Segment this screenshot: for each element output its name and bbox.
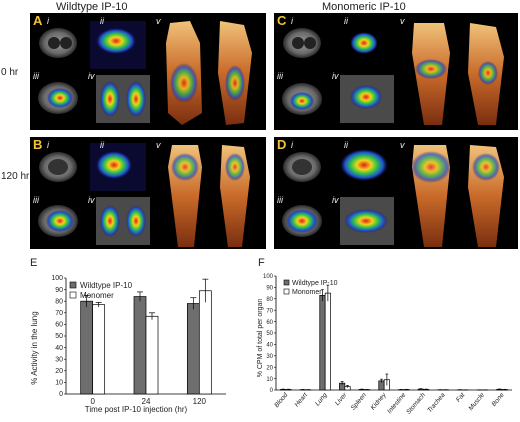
panel-letter-e: E <box>30 257 38 269</box>
chart-f-ytick-label: 60 <box>266 320 273 326</box>
chart-e-ytick-label: 80 <box>55 298 63 305</box>
chart-f-ytick-label: 0 <box>270 388 274 394</box>
chart-f-ytick-label: 50 <box>266 331 273 337</box>
chart-e-ytick-label: 20 <box>55 368 63 375</box>
chart-e-ytick-label: 50 <box>55 333 63 340</box>
panel-letter-d: D <box>277 137 287 152</box>
chart-e-legend: Wildtype IP-10 Monomer <box>69 281 133 300</box>
chart-f-ytick-label: 100 <box>263 274 274 280</box>
panel-c: C i ii iii iv v <box>274 13 518 130</box>
chart-f-category-label: Bone <box>491 391 506 407</box>
chart-e-bar-monomer <box>145 315 159 395</box>
chart-e-category-label: 0 <box>90 397 95 406</box>
chart-e-bar-wildtype <box>80 300 94 395</box>
chart-f-category-label: Kidney <box>370 391 389 411</box>
chart-e-ytick-label: 40 <box>55 345 63 352</box>
chart-f-ytick-label: 20 <box>266 365 273 371</box>
panel-letter-f: F <box>258 257 265 269</box>
sublabel-b-iv: iv <box>88 195 95 205</box>
chart-f-ytick-label: 30 <box>266 354 273 360</box>
sublabel-b-iii: iii <box>33 195 39 205</box>
chart-f-category-label: Liver <box>334 391 349 407</box>
chart-f-bar-monomer <box>324 292 331 391</box>
sublabel-b-ii: ii <box>100 140 104 150</box>
sublabel-d-ii: ii <box>344 140 348 150</box>
panel-letter-a: A <box>33 13 43 28</box>
chart-e: % Activity in the lung Time post IP-10 i… <box>30 275 226 414</box>
panel-d-image <box>282 143 504 247</box>
chart-f-category-label: Heart <box>293 391 309 409</box>
chart-f-ytick-label: 10 <box>266 377 273 383</box>
col-title-wildtype: Wildtype IP-10 <box>56 1 128 13</box>
sublabel-d-iii: iii <box>277 195 283 205</box>
panel-a: A i ii iii iv v <box>30 13 266 130</box>
chart-e-bar-wildtype <box>186 303 200 395</box>
legend-swatch-wildtype <box>283 279 290 286</box>
legend-label-monomer: Monomer <box>80 291 114 300</box>
panel-a-image <box>38 21 252 125</box>
chart-e-xlabel: Time post IP-10 injection (hr) <box>85 405 188 414</box>
panel-c-image <box>282 19 504 125</box>
legend-label-wildtype: Wildtype IP-10 <box>80 281 133 290</box>
chart-e-bar-monomer <box>92 304 106 395</box>
chart-e-ytick-label: 70 <box>55 310 63 317</box>
chart-f-category-label: Fat <box>455 391 467 404</box>
chart-e-ytick-label: 0 <box>59 391 63 398</box>
panel-d: D i ii iii iv v <box>274 137 518 249</box>
panel-b: B i ii iii iv v <box>30 137 266 249</box>
chart-f-ytick-label: 80 <box>266 297 273 303</box>
sublabel-a-iii: iii <box>33 71 39 81</box>
sublabel-a-iv: iv <box>88 71 95 81</box>
chart-f-category-label: Lung <box>314 391 329 407</box>
sublabel-d-v: v <box>400 140 405 150</box>
chart-f: % CPM of total per organ Wildtype IP-10 … <box>257 274 512 416</box>
sublabel-a-i: i <box>47 16 49 26</box>
panel-b-image <box>38 143 250 247</box>
chart-f-bar-wildtype <box>319 295 326 391</box>
sublabel-a-v: v <box>156 16 161 26</box>
sublabel-c-ii: ii <box>344 16 348 26</box>
row-label-0hr: 0 hr <box>1 67 19 78</box>
chart-e-bar-monomer <box>198 290 212 395</box>
sublabel-c-i: i <box>291 16 293 26</box>
chart-e-bar-wildtype <box>133 296 147 395</box>
legend-label-wildtype: Wildtype IP-10 <box>292 280 338 287</box>
sublabel-a-ii: ii <box>100 16 104 26</box>
panel-letter-b: B <box>33 137 43 152</box>
sublabel-c-v: v <box>400 16 405 26</box>
col-title-monomeric: Monomeric IP-10 <box>322 1 406 13</box>
sublabel-c-iii: iii <box>277 71 283 81</box>
legend-swatch-wildtype <box>69 281 77 289</box>
sublabel-b-v: v <box>156 140 161 150</box>
chart-f-category-label: Blood <box>273 391 289 409</box>
chart-e-ytick-label: 100 <box>51 275 63 282</box>
chart-e-ytick-label: 10 <box>55 380 63 387</box>
chart-f-ytick-label: 70 <box>266 308 273 314</box>
panel-letter-c: C <box>277 13 287 28</box>
legend-swatch-monomer <box>283 288 290 295</box>
row-label-120hr: 120 hr <box>1 171 30 182</box>
chart-f-category-label: Trachea <box>426 392 447 415</box>
chart-f-category-label: Muscle <box>467 391 486 412</box>
chart-f-ytick-label: 40 <box>266 343 273 349</box>
sublabel-d-i: i <box>291 140 293 150</box>
chart-e-ylabel: % Activity in the lung <box>30 311 39 384</box>
legend-label-monomer: Monomer <box>292 289 322 296</box>
sublabel-d-iv: iv <box>332 195 339 205</box>
legend-swatch-monomer <box>69 291 77 299</box>
chart-e-category-label: 120 <box>193 397 207 406</box>
chart-f-ytick-label: 90 <box>266 286 273 292</box>
chart-f-legend: Wildtype IP-10 Monomer <box>283 279 338 296</box>
chart-f-category-label: Spleen <box>350 391 369 411</box>
chart-e-ytick-label: 60 <box>55 322 63 329</box>
chart-e-category-label: 24 <box>142 397 151 406</box>
chart-f-category-label: Stomach <box>405 391 427 415</box>
sublabel-b-i: i <box>47 140 49 150</box>
chart-e-ytick-label: 90 <box>55 287 63 294</box>
sublabel-c-iv: iv <box>332 71 339 81</box>
chart-e-ytick-label: 30 <box>55 356 63 363</box>
chart-f-ylabel: % CPM of total per organ <box>257 299 264 378</box>
